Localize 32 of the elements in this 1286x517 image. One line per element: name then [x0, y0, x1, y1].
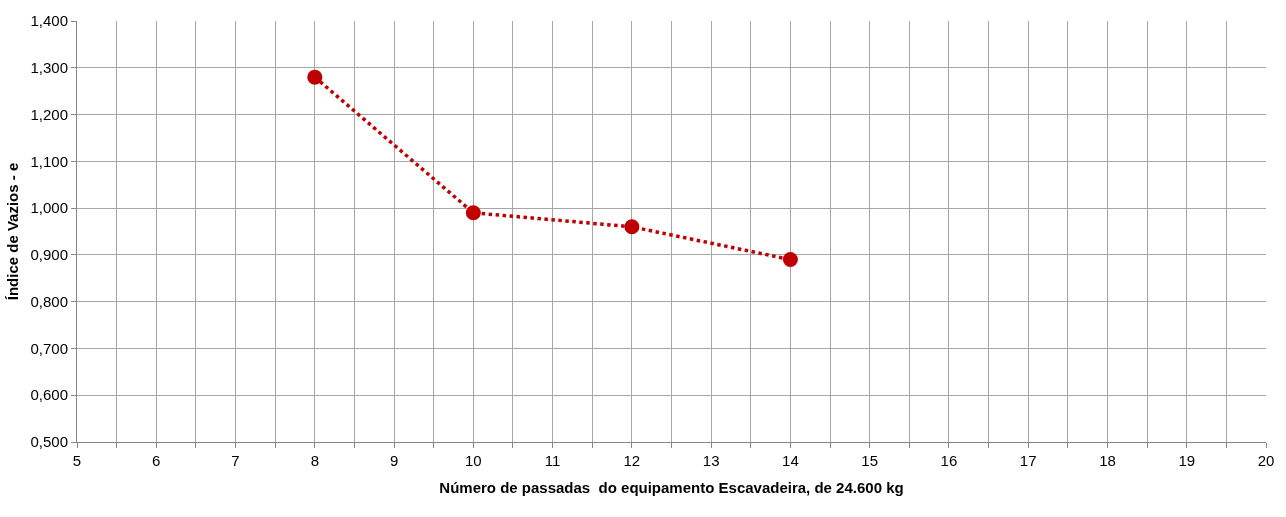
x-tick-label: 5: [72, 452, 82, 469]
y-tick-label: 1,000: [30, 199, 68, 217]
y-tick-label: 0,900: [30, 246, 68, 264]
x-tick-label: 17: [1019, 452, 1037, 469]
y-tick-label: 0,500: [30, 433, 68, 451]
y-tick-label: 0,700: [30, 339, 68, 357]
point: [307, 69, 323, 85]
point: [624, 219, 640, 235]
y-tick-label: 0,800: [30, 292, 68, 310]
x-axis-title: Número de passadas do equipamento Escavadeira, de 24.600 kg: [439, 479, 904, 496]
y-tick-label: 1,200: [30, 105, 68, 123]
x-tick-label: 10: [464, 452, 482, 469]
point: [782, 252, 798, 268]
x-tick-label: 6: [152, 452, 161, 469]
x-tick-label: 9: [389, 452, 399, 469]
x-tick-label: 18: [1099, 452, 1116, 469]
x-tick-label: 15: [861, 452, 879, 469]
x-tick-label: 11: [544, 452, 561, 469]
point: [465, 205, 481, 221]
y-tick-label: 1,100: [30, 152, 68, 170]
y-tick-label: 1,300: [30, 59, 68, 77]
y-tick-label: 1,400: [30, 12, 68, 30]
x-tick-label: 14: [782, 452, 799, 469]
y-axis-title: Índice de Vazios - e: [3, 162, 21, 301]
x-tick-label: 20: [1257, 452, 1275, 469]
x-tick-label: 7: [231, 452, 240, 469]
x-tick-label: 8: [310, 452, 319, 469]
x-tick-label: 19: [1178, 452, 1196, 469]
x-tick-label: 16: [940, 452, 958, 469]
x-tick-label: 12: [623, 452, 641, 469]
y-tick-label: 0,600: [30, 386, 68, 404]
x-tick-label: 13: [702, 452, 720, 469]
